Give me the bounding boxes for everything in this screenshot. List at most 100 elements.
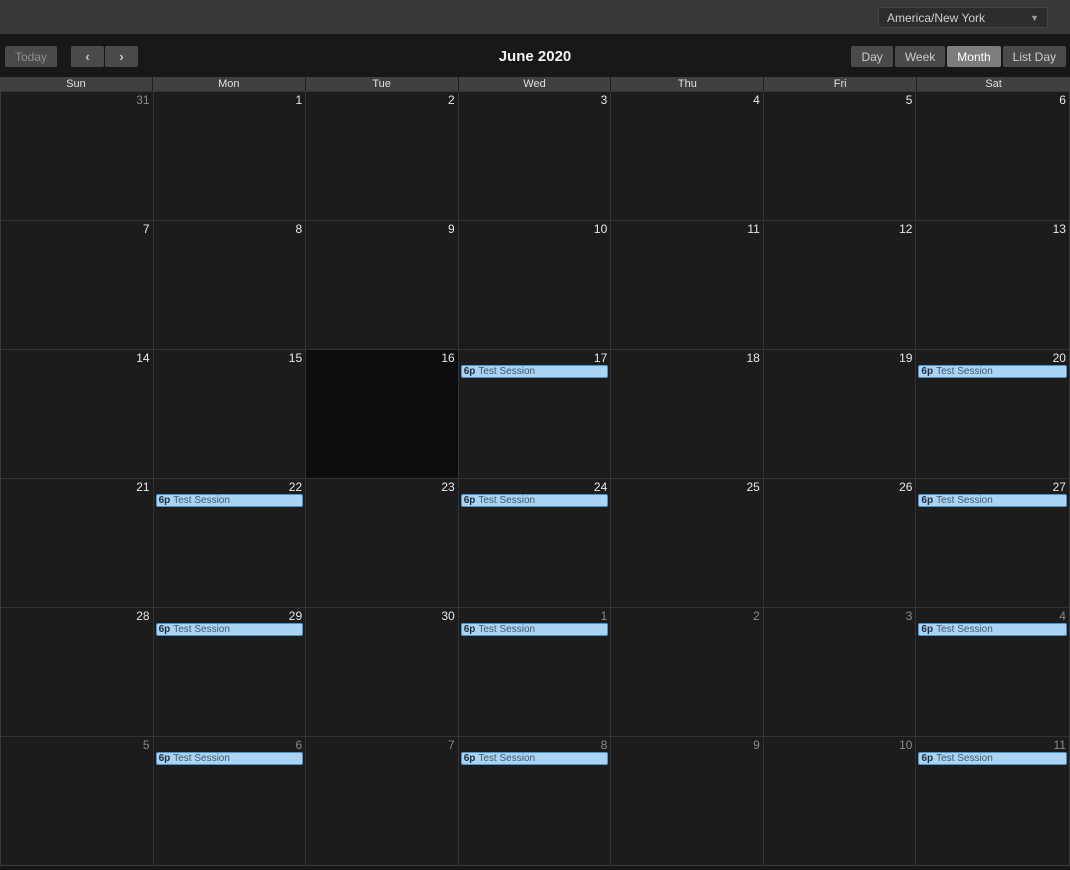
calendar-cell[interactable]: 8 6p Test Session [458,737,612,865]
event-chip[interactable]: 6p Test Session [155,752,304,765]
week-row: 5 6 6p Test Session 7 8 6p Test Session 9 10 11 6p T… [1,736,1069,865]
calendar-cell[interactable]: 13 [916,221,1069,349]
calendar-cell[interactable]: 9 [611,737,764,865]
calendar-cell[interactable]: 1 6p Test Session [458,608,612,736]
day-header-wed: Wed [458,77,612,91]
calendar-cell[interactable]: 4 [611,92,764,220]
calendar-cell[interactable]: 31 [1,92,154,220]
event-time: 6p [463,495,476,506]
event-chip[interactable]: 6p Test Session [918,365,1067,378]
event-chip[interactable]: 6p Test Session [918,752,1067,765]
calendar-toolbar: Today ‹ › June 2020 Day Week Month List … [0,34,1070,77]
event-chip[interactable]: 6p Test Session [918,623,1067,636]
calendar-cell[interactable]: 24 6p Test Session [458,479,612,607]
event-title: Test Session [173,495,230,506]
calendar-cell[interactable]: 29 6p Test Session [153,608,307,736]
event-time: 6p [463,624,476,635]
day-number: 26 [899,480,913,494]
day-number: 20 [1052,351,1066,365]
calendar-cell[interactable]: 22 6p Test Session [153,479,307,607]
calendar-cell[interactable]: 16 [306,350,459,478]
calendar-cell[interactable]: 20 6p Test Session [916,350,1069,478]
calendar-cell[interactable]: 4 6p Test Session [916,608,1069,736]
month-grid: 31 1 2 3 4 5 6 7 8 9 10 11 12 13 14 15 16 17 6p Test Sessio… [0,91,1070,866]
calendar-cell[interactable]: 17 6p Test Session [458,350,612,478]
event-chip[interactable]: 6p Test Session [460,365,609,378]
week-row: 21 22 6p Test Session 23 24 6p Test Session 25 26… [1,478,1069,607]
calendar-cell[interactable]: 30 [306,608,459,736]
event-chip[interactable]: 6p Test Session [460,494,609,507]
day-number: 6 [1059,93,1066,107]
day-number: 18 [746,351,760,365]
event-title: Test Session [478,753,536,764]
calendar-cell[interactable]: 11 6p Test Session [916,737,1069,865]
calendar-cell[interactable]: 18 [611,350,764,478]
event-time: 6p [921,753,934,764]
calendar-cell[interactable]: 26 [763,479,917,607]
calendar-cell[interactable]: 27 6p Test Session [916,479,1069,607]
top-bar: America/New York ▼ [0,0,1070,34]
calendar-cell[interactable]: 21 [1,479,154,607]
day-number: 4 [1059,609,1066,623]
calendar-cell[interactable]: 5 [763,92,917,220]
calendar-cell[interactable]: 10 [763,737,917,865]
day-number: 9 [753,738,760,752]
calendar-cell[interactable]: 25 [611,479,764,607]
view-button-month[interactable]: Month [947,46,1001,67]
calendar-cell[interactable]: 2 [611,608,764,736]
calendar-cell[interactable]: 23 [306,479,459,607]
calendar-cell[interactable]: 19 [763,350,917,478]
calendar-cell[interactable]: 1 [153,92,307,220]
event-chip[interactable]: 6p Test Session [155,494,304,507]
today-button[interactable]: Today [5,46,58,67]
event-time: 6p [463,753,476,764]
timezone-select[interactable]: America/New York ▼ [878,7,1048,28]
view-button-day[interactable]: Day [851,46,893,67]
day-number: 24 [593,480,608,494]
event-chip[interactable]: 6p Test Session [918,494,1067,507]
day-number: 16 [441,351,455,365]
calendar-cell[interactable]: 3 [763,608,917,736]
calendar-cell[interactable]: 7 [1,221,154,349]
day-number: 3 [600,93,608,107]
event-time: 6p [463,366,476,377]
calendar-cell[interactable]: 5 [1,737,154,865]
calendar-cell[interactable]: 2 [306,92,459,220]
week-row: 28 29 6p Test Session 30 1 6p Test Session 2 3 4 6p… [1,607,1069,736]
calendar-cell[interactable]: 3 [458,92,612,220]
calendar-cell[interactable]: 7 [306,737,459,865]
calendar-cell[interactable]: 15 [153,350,307,478]
day-number: 13 [1052,222,1066,236]
calendar-cell[interactable]: 11 [611,221,764,349]
event-chip[interactable]: 6p Test Session [155,623,304,636]
calendar-cell[interactable]: 6 6p Test Session [153,737,307,865]
event-title: Test Session [936,495,993,506]
view-button-week[interactable]: Week [894,46,946,67]
event-time: 6p [921,495,934,506]
calendar-cell[interactable]: 12 [763,221,917,349]
day-number: 15 [288,351,303,365]
view-button-list-day[interactable]: List Day [1002,46,1066,67]
next-button[interactable]: › [105,46,139,67]
day-number: 25 [746,480,760,494]
calendar-cell[interactable]: 28 [1,608,154,736]
day-number: 6 [295,738,303,752]
event-chip[interactable]: 6p Test Session [460,752,609,765]
calendar-cell[interactable]: 6 [916,92,1069,220]
week-row: 31 1 2 3 4 5 6 [1,91,1069,220]
prev-button[interactable]: ‹ [71,46,105,67]
day-number: 8 [295,222,303,236]
chevron-right-icon: › [119,49,124,64]
calendar-cell[interactable]: 10 [458,221,612,349]
day-number: 21 [136,480,150,494]
calendar-cell[interactable]: 14 [1,350,154,478]
calendar-cell[interactable]: 9 [306,221,459,349]
day-number: 17 [593,351,608,365]
day-number: 28 [136,609,150,623]
event-chip[interactable]: 6p Test Session [460,623,609,636]
calendar-cell[interactable]: 8 [153,221,307,349]
day-number: 5 [142,738,150,752]
day-number: 10 [593,222,608,236]
day-header-sat: Sat [917,77,1070,91]
day-number: 8 [600,738,608,752]
